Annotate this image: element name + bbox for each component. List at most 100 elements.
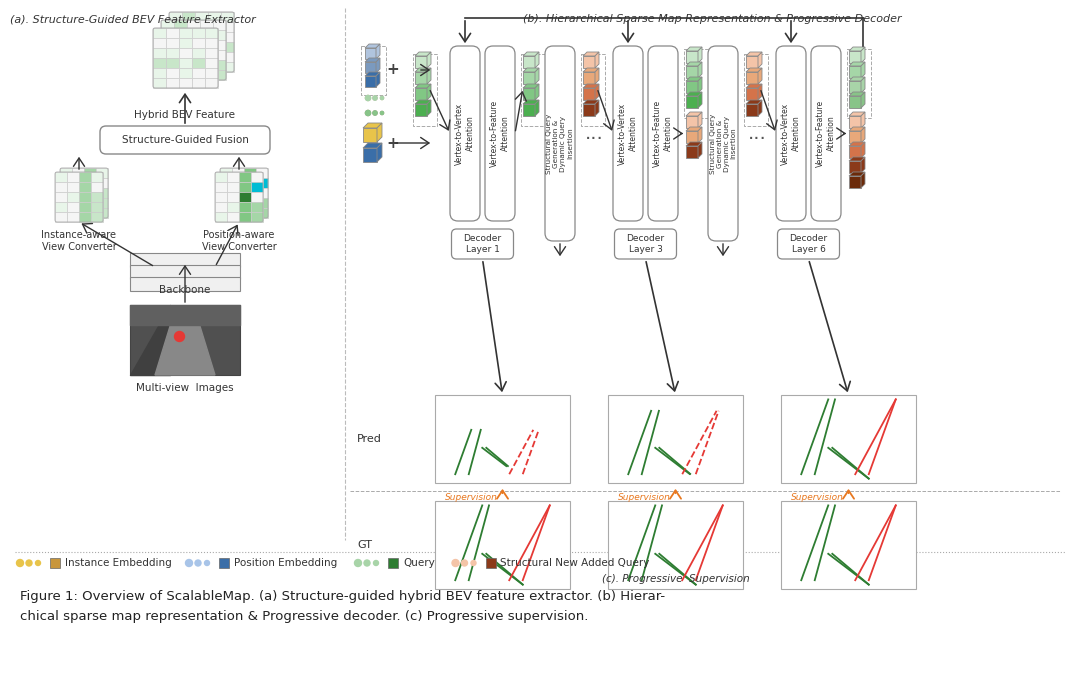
Polygon shape <box>698 47 702 63</box>
Bar <box>686 116 698 128</box>
Bar <box>244 178 256 188</box>
Circle shape <box>380 111 383 115</box>
Bar <box>227 202 239 212</box>
Bar <box>583 72 595 84</box>
Text: ...: ... <box>585 124 604 143</box>
Bar <box>413 54 437 126</box>
Bar <box>79 172 91 182</box>
Bar <box>227 172 239 182</box>
Bar <box>256 188 268 198</box>
Bar <box>523 72 535 84</box>
Polygon shape <box>523 52 539 56</box>
Bar <box>523 56 535 68</box>
Polygon shape <box>849 127 865 131</box>
Bar <box>244 208 256 218</box>
Polygon shape <box>376 58 380 73</box>
Circle shape <box>380 96 383 100</box>
Bar <box>168 62 183 72</box>
Bar <box>208 62 221 72</box>
Bar <box>168 42 183 52</box>
Bar <box>96 178 108 188</box>
Bar <box>72 168 84 178</box>
Bar <box>161 70 174 80</box>
Bar <box>200 40 213 50</box>
Bar <box>227 182 239 192</box>
Bar <box>221 32 234 42</box>
Bar <box>849 66 861 78</box>
Bar <box>251 202 264 212</box>
Bar <box>388 558 399 568</box>
Bar <box>523 104 535 116</box>
Bar <box>239 202 251 212</box>
Bar <box>208 32 221 42</box>
Polygon shape <box>427 84 431 100</box>
Text: Hybrid BEV Feature: Hybrid BEV Feature <box>135 110 235 120</box>
Polygon shape <box>427 52 431 68</box>
Bar <box>60 188 72 198</box>
Bar <box>195 52 208 62</box>
Text: Figure 1: Overview of ScalableMap. (a) Structure-guided hybrid BEV feature extra: Figure 1: Overview of ScalableMap. (a) S… <box>21 590 665 603</box>
Bar <box>187 60 200 70</box>
Polygon shape <box>746 52 762 56</box>
Circle shape <box>373 111 377 115</box>
Polygon shape <box>595 68 599 84</box>
Bar <box>205 38 218 48</box>
Polygon shape <box>698 62 702 78</box>
Polygon shape <box>861 172 865 188</box>
Bar <box>195 22 208 32</box>
FancyBboxPatch shape <box>450 46 480 221</box>
Bar <box>153 78 166 88</box>
Bar <box>192 48 205 58</box>
Bar <box>183 62 195 72</box>
Bar <box>67 212 79 222</box>
Circle shape <box>365 96 370 100</box>
Bar <box>415 104 427 116</box>
Text: Vertex-to-Feature
Attention: Vertex-to-Feature Attention <box>490 100 510 167</box>
Circle shape <box>365 96 370 100</box>
Bar <box>192 78 205 88</box>
Bar <box>583 88 595 100</box>
Bar <box>746 104 758 116</box>
Bar <box>161 50 174 60</box>
Polygon shape <box>849 142 865 146</box>
Circle shape <box>471 561 476 565</box>
Bar <box>55 172 67 182</box>
Bar <box>684 49 708 118</box>
Bar <box>781 395 916 483</box>
Bar <box>686 131 698 143</box>
Bar <box>183 42 195 52</box>
Bar <box>608 395 743 483</box>
Bar <box>221 12 234 22</box>
Text: Structure-Guided Fusion: Structure-Guided Fusion <box>122 135 248 145</box>
Bar <box>215 182 227 192</box>
Polygon shape <box>746 68 762 72</box>
Bar <box>227 212 239 222</box>
Circle shape <box>453 559 459 567</box>
Circle shape <box>26 560 32 566</box>
Bar <box>79 202 91 212</box>
Bar <box>415 88 427 100</box>
Bar <box>213 50 226 60</box>
Bar <box>161 60 174 70</box>
Bar <box>183 32 195 42</box>
Text: Instance Embedding: Instance Embedding <box>65 558 172 568</box>
Polygon shape <box>365 58 380 62</box>
Polygon shape <box>758 100 762 116</box>
Bar <box>686 81 698 93</box>
Bar <box>79 212 91 222</box>
Polygon shape <box>535 100 539 116</box>
Polygon shape <box>686 77 702 81</box>
Text: Query: Query <box>403 558 435 568</box>
Polygon shape <box>523 84 539 88</box>
Bar <box>91 202 103 212</box>
Polygon shape <box>698 77 702 93</box>
Bar <box>166 78 179 88</box>
Bar <box>239 212 251 222</box>
Circle shape <box>373 111 377 115</box>
Bar <box>200 20 213 30</box>
Bar <box>72 178 84 188</box>
Bar <box>251 192 264 202</box>
Bar <box>179 48 192 58</box>
Text: Structural New Added Query: Structural New Added Query <box>500 558 650 568</box>
Bar <box>215 202 227 212</box>
